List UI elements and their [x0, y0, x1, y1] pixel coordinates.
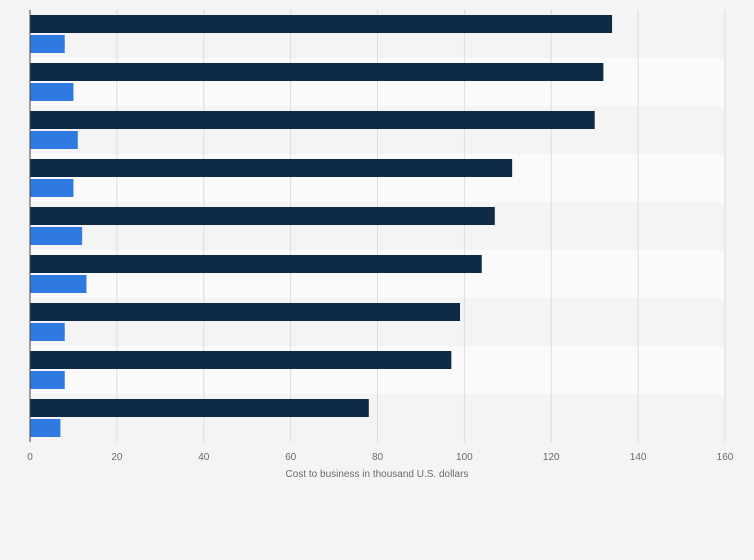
bar-series-2 [30, 179, 74, 197]
x-tick-label: 120 [543, 452, 560, 463]
bar-series-2 [30, 371, 65, 389]
x-tick-label: 60 [285, 452, 297, 463]
bar-series-2 [30, 275, 87, 293]
bar-series-1 [30, 303, 461, 321]
x-tick-label: 160 [717, 452, 734, 463]
bar-series-2 [30, 419, 61, 437]
bar-series-1 [30, 399, 369, 417]
bar-series-2 [30, 83, 74, 101]
bar-series-1 [30, 15, 613, 33]
gridlines [116, 10, 726, 442]
x-tick-label: 100 [456, 452, 473, 463]
bar-series-2 [30, 323, 65, 341]
bars [30, 15, 613, 437]
x-tick-label: 0 [27, 452, 33, 463]
x-tick-label: 40 [198, 452, 210, 463]
x-tick-label: 140 [630, 452, 647, 463]
bar-series-2 [30, 35, 65, 53]
bar-series-2 [30, 131, 78, 149]
bar-series-1 [30, 207, 495, 225]
x-axis-title: Cost to business in thousand U.S. dollar… [286, 469, 469, 480]
x-tick-label: 80 [372, 452, 384, 463]
bar-series-2 [30, 227, 83, 245]
x-tick-label: 20 [111, 452, 123, 463]
x-tick-labels: 0 20 40 60 80 100 120 140 160 [27, 452, 734, 463]
bar-series-1 [30, 63, 604, 81]
bar-series-1 [30, 159, 513, 177]
bar-series-1 [30, 255, 482, 273]
bar-series-1 [30, 111, 595, 129]
bar-series-1 [30, 351, 452, 369]
